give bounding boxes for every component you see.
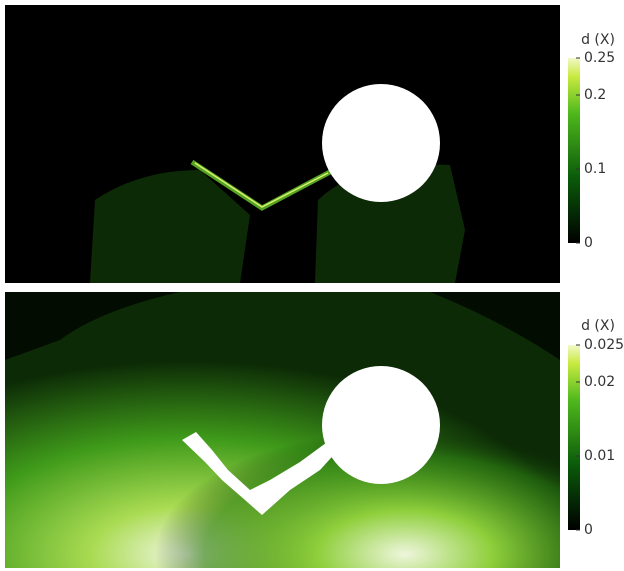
colorbar-tick-label: 0.01 bbox=[584, 448, 615, 464]
colorbar-tick-label: 0 bbox=[584, 522, 593, 538]
colorbar-tick-label: 0 bbox=[584, 235, 593, 251]
colorbar-tick-label: 0.025 bbox=[584, 337, 624, 353]
colorbar-title: d (X) bbox=[581, 32, 615, 48]
colorbar-tick-label: 0.25 bbox=[584, 50, 615, 66]
colorbar bbox=[568, 58, 580, 243]
colorbar bbox=[568, 345, 580, 530]
top-field bbox=[5, 5, 560, 283]
bottom-field bbox=[5, 292, 560, 568]
colorbar-tick-label: 0.02 bbox=[584, 374, 615, 390]
colorbar-tick-label: 0.1 bbox=[584, 161, 606, 177]
colorbar-tick-label: 0.2 bbox=[584, 87, 606, 103]
colorbar-title: d (X) bbox=[581, 318, 615, 334]
